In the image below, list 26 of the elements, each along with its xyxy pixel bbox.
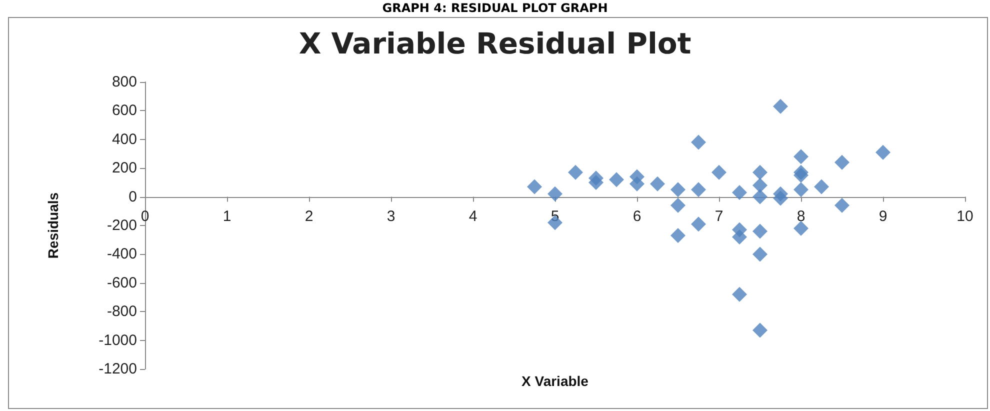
caption: GRAPH 4: RESIDUAL PLOT GRAPH <box>381 0 609 16</box>
x-axis-title: X Variable <box>522 373 589 389</box>
x-tick-label: 7 <box>714 208 724 225</box>
y-tick-label: 600 <box>112 102 137 120</box>
x-tick-label: 8 <box>796 208 806 225</box>
y-tick-label: 400 <box>112 130 137 148</box>
x-tick-label: 10 <box>956 208 974 225</box>
y-tick-label: -400 <box>106 246 137 263</box>
x-tick-label: 5 <box>550 208 560 225</box>
y-tick-label: -800 <box>106 303 137 320</box>
y-tick-label: -600 <box>106 274 137 292</box>
x-tick-label: 3 <box>386 208 396 225</box>
x-tick-label: 2 <box>304 208 314 225</box>
y-tick-label: -1200 <box>98 360 137 378</box>
y-tick-label: 800 <box>112 74 137 90</box>
y-axis-title: Residuals <box>45 192 61 259</box>
chart-title: X Variable Residual Plot <box>298 26 692 60</box>
y-tick-label: 0 <box>128 188 137 206</box>
x-tick-label: 0 <box>140 208 150 225</box>
x-tick-label: 1 <box>222 208 232 225</box>
y-tick-label: 200 <box>112 160 137 177</box>
x-tick-label: 6 <box>632 208 642 225</box>
y-tick-label: -200 <box>106 217 137 234</box>
x-tick-label: 4 <box>468 208 478 225</box>
y-tick-label: -1000 <box>98 332 137 349</box>
x-tick-label: 9 <box>878 208 888 225</box>
